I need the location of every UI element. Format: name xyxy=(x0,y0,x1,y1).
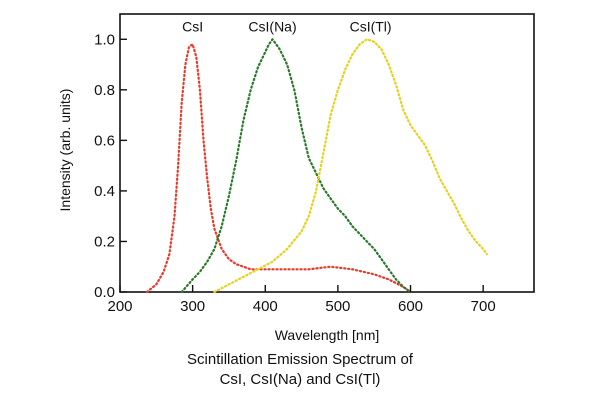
series-line-csi xyxy=(145,43,412,294)
series-labels: CsI CsI(Na) CsI(Tl) xyxy=(182,19,391,35)
x-tick-label: 300 xyxy=(180,298,205,315)
y-tick-label: 1.0 xyxy=(94,31,115,48)
y-tick-label: 0.0 xyxy=(94,284,115,301)
series-label-csi: CsI xyxy=(182,19,203,35)
x-tick-label: 400 xyxy=(253,298,278,315)
y-tick-label: 0.4 xyxy=(94,183,115,200)
series-line-csi-tl xyxy=(213,38,488,294)
series-label-csi-na: CsI(Na) xyxy=(248,19,296,35)
caption-line-1: Scintillation Emission Spectrum of xyxy=(187,351,413,368)
series-lines xyxy=(145,38,488,294)
caption-line-2: CsI, CsI(Na) and CsI(Tl) xyxy=(219,371,381,388)
plot-frame xyxy=(119,13,535,293)
x-axis-title: Wavelength [nm] xyxy=(275,327,380,343)
x-tick-label: 200 xyxy=(107,298,132,315)
axis-ticks: 200 300 400 500 600 700 0.0 0.2 0.4 0.6 0.8 1.0 xyxy=(94,31,496,315)
x-tick-label: 600 xyxy=(398,298,423,315)
y-tick-label: 0.6 xyxy=(94,132,115,149)
x-tick-label: 700 xyxy=(471,298,496,315)
y-axis-title: Intensity (arb. units) xyxy=(57,89,73,212)
series-line-csi-na xyxy=(180,38,412,294)
x-tick-label: 500 xyxy=(325,298,350,315)
y-tick-label: 0.2 xyxy=(94,233,115,250)
y-tick-label: 0.8 xyxy=(94,82,115,99)
series-label-csi-tl: CsI(Tl) xyxy=(350,19,392,35)
